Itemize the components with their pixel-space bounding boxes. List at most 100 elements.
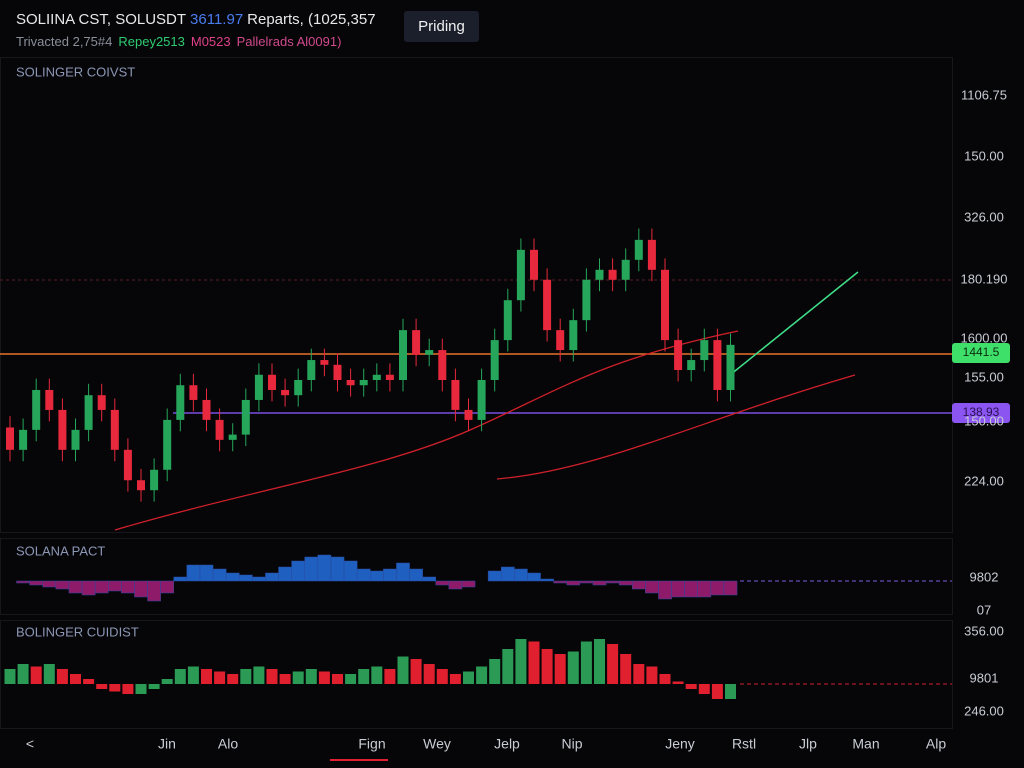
axis-label: 180.190 <box>961 271 1008 286</box>
x-axis-label: Rstl <box>732 736 756 752</box>
candle-body <box>71 429 80 450</box>
moving-average <box>496 374 856 480</box>
osc-bar <box>252 576 266 582</box>
hist-bar <box>109 684 121 692</box>
panel-title: SOLANA PACT <box>16 543 105 558</box>
osc-bar <box>68 580 83 594</box>
symbol-line: SOLIINA CST, SOLUSDT 3611.97 Reparts, (102… <box>16 11 376 28</box>
hist-bar <box>463 671 474 684</box>
hist-bar <box>436 669 448 684</box>
osc-bar <box>592 580 607 586</box>
hist-bar <box>358 669 370 684</box>
osc-bar <box>173 576 188 582</box>
candle-body <box>516 249 525 301</box>
candle-body <box>346 380 355 386</box>
osc-bar <box>618 580 633 586</box>
osc-bar <box>658 580 672 600</box>
trend-line <box>729 271 859 376</box>
x-axis-label: Alp <box>926 736 946 752</box>
hist-bar <box>122 684 134 694</box>
hist-bar <box>515 639 527 684</box>
level-label: 138.93 <box>963 405 1000 419</box>
osc-bar <box>671 580 685 598</box>
candle-body <box>228 434 237 440</box>
candle-body <box>359 380 368 386</box>
hist-bar <box>214 671 226 684</box>
hist-bar <box>449 674 461 684</box>
stat: Trivacted 2,75#4 <box>16 34 113 49</box>
hist-bar <box>253 666 265 684</box>
hist-bar <box>17 664 29 684</box>
hist-bar <box>148 684 160 689</box>
hist-bar <box>4 669 16 684</box>
osc-panel <box>0 538 953 615</box>
hist-bar <box>187 666 199 684</box>
hist-bar <box>332 674 343 684</box>
hist-bar <box>423 664 435 684</box>
axis-label: 326.00 <box>964 209 1004 224</box>
osc-bar <box>147 580 161 602</box>
candle-body <box>700 340 709 361</box>
candle-body <box>543 279 552 331</box>
osc-bar <box>55 580 70 590</box>
osc-bar <box>527 572 541 582</box>
x-axis-label: Jin <box>158 736 176 752</box>
candle-body <box>110 409 119 450</box>
osc-bar <box>487 570 502 582</box>
osc-bar <box>645 580 659 594</box>
candle-body <box>503 300 512 341</box>
osc-bar <box>356 568 371 582</box>
priding-button[interactable]: Priding <box>404 11 479 42</box>
hist-bar <box>240 669 252 684</box>
osc-bar <box>304 556 319 582</box>
osc-bar <box>121 580 135 594</box>
candle-body <box>582 279 591 321</box>
candle-body <box>385 374 394 380</box>
hist-bar <box>266 669 278 684</box>
candle-body <box>45 389 54 410</box>
candle-body <box>477 380 486 420</box>
candle-body <box>84 395 93 430</box>
osc-bar <box>29 580 43 586</box>
candle-body <box>451 380 460 410</box>
hist-bar <box>135 684 147 694</box>
x-axis-label: Fign <box>358 736 385 752</box>
hist-bar <box>541 649 553 684</box>
level-tag <box>952 343 1010 363</box>
hist-bar <box>685 684 697 689</box>
hist-bar <box>646 666 658 684</box>
hist-bar <box>397 656 409 684</box>
hist-bar <box>30 666 42 684</box>
osc-bar <box>134 580 148 598</box>
osc-bar <box>514 568 528 582</box>
axis-label: 07 <box>977 602 991 617</box>
x-axis-label: Jlp <box>799 736 817 752</box>
osc-bar <box>632 580 646 590</box>
x-axis-label: Nip <box>561 736 582 752</box>
candle-body <box>608 269 617 280</box>
osc-bar <box>566 580 581 586</box>
candle-body <box>438 350 447 380</box>
candle-body <box>320 360 329 365</box>
candle-body <box>6 427 14 450</box>
axis-label: 1106.75 <box>961 87 1007 102</box>
osc-bar <box>81 580 96 596</box>
osc-bar <box>265 572 279 582</box>
osc-bar <box>186 564 201 582</box>
hist-bar <box>502 649 514 684</box>
candle-body <box>634 239 643 260</box>
osc-bar <box>16 580 30 584</box>
candle-body <box>569 320 578 351</box>
candle-body <box>241 399 250 435</box>
candle-body <box>294 380 303 396</box>
x-axis-label: Jelp <box>494 736 520 752</box>
candle-body <box>268 374 276 390</box>
osc-bar <box>383 568 397 582</box>
x-axis-label: Alo <box>218 736 238 752</box>
axis-label: 246.00 <box>964 703 1004 718</box>
level-label: 1441.5 <box>963 345 1000 359</box>
hist-bar <box>56 669 68 684</box>
candle-body <box>163 419 172 470</box>
panel-title: BOLINGER CUIDIST <box>16 624 139 639</box>
hist-bar <box>227 674 239 684</box>
